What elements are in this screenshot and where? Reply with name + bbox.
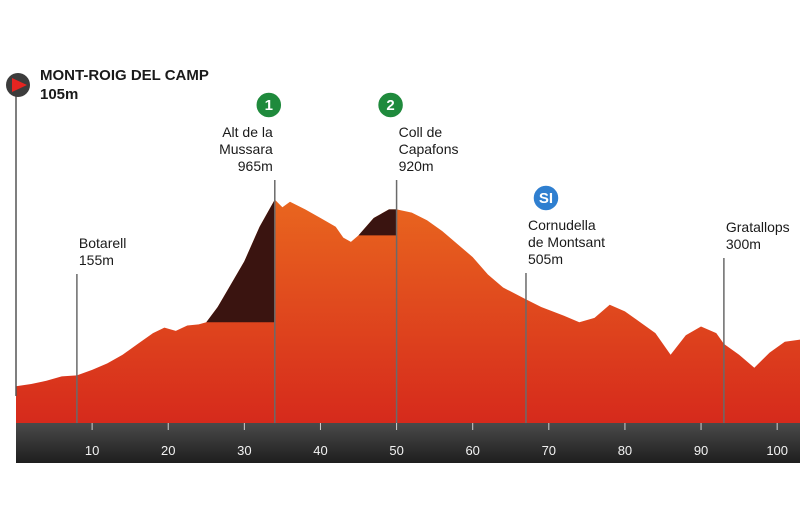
distance-axis-bar (16, 423, 800, 463)
tick-label-70: 70 (542, 443, 556, 458)
waypoint-altitude-coll-de-capafons: 920m (399, 158, 434, 174)
climb-badge-si (532, 184, 560, 212)
waypoint-name-alt-de-la-mussara: Alt de la (222, 124, 273, 140)
waypoint-name-coll-de-capafons: Coll de (399, 124, 443, 140)
climb-badge-label-si: SI (539, 190, 553, 207)
waypoint-name-cornudella-de-montsant: Cornudella (528, 217, 596, 233)
waypoint-altitude-alt-de-la-mussara: 965m (238, 158, 273, 174)
profile-area-layer (16, 199, 800, 423)
climb-badge-label-2: 2 (386, 97, 394, 114)
waypoint-altitude-cornudella-de-montsant: 505m (528, 251, 563, 267)
tick-label-100: 100 (766, 443, 788, 458)
climb-shade-layer (206, 199, 397, 323)
waypoint-line-layer (76, 180, 725, 423)
tick-label-90: 90 (694, 443, 708, 458)
climb-badge-label-1: 1 (265, 97, 273, 114)
waypoint-name-alt-de-la-mussara: Mussara (219, 141, 273, 157)
waypoint-name-botarell: Botarell (79, 235, 126, 251)
waypoint-name-gratallops: Gratallops (726, 219, 790, 235)
tick-label-40: 40 (313, 443, 327, 458)
tick-label-10: 10 (85, 443, 99, 458)
elevation-area (16, 199, 800, 423)
tick-label-60: 60 (465, 443, 479, 458)
tick-label-50: 50 (389, 443, 403, 458)
climb-shade-1 (206, 199, 275, 323)
start-name: MONT-ROIG DEL CAMP (40, 67, 209, 84)
play-arrow-icon (12, 78, 27, 92)
tick-label-80: 80 (618, 443, 632, 458)
tick-label-30: 30 (237, 443, 251, 458)
waypoint-altitude-botarell: 155m (79, 252, 114, 268)
tick-label-20: 20 (161, 443, 175, 458)
distance-axis-ticks: 10 20 30 40 50 60 70 80 90 100 (85, 423, 788, 458)
waypoint-name-cornudella-de-montsant: de Montsant (528, 234, 605, 250)
waypoint-name-coll-de-capafons: Capafons (399, 141, 459, 157)
start-marker: MONT-ROIG DEL CAMP 105m (6, 67, 209, 396)
start-altitude: 105m (40, 86, 78, 103)
waypoint-altitude-gratallops: 300m (726, 236, 761, 252)
climb-shade-2 (358, 209, 397, 236)
climb-badge-1 (255, 91, 283, 119)
climb-badge-2 (376, 91, 405, 119)
